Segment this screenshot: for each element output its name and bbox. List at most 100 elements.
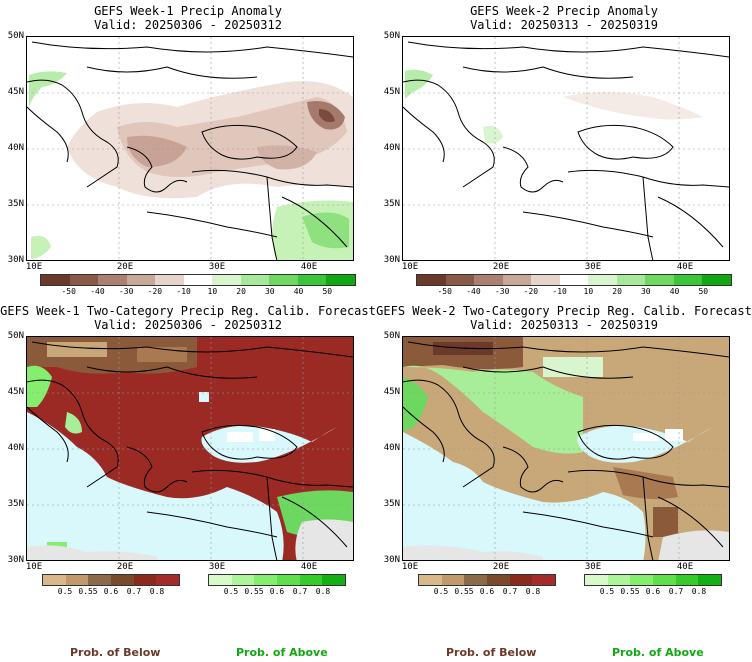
- lon-label: 30E: [208, 262, 226, 272]
- colorbar-swatch: [212, 275, 241, 285]
- colorbar-swatch: [532, 575, 556, 585]
- map-week2-probability: [402, 336, 730, 561]
- colorbar-swatch: [675, 575, 699, 585]
- colorbar-swatch: [156, 575, 180, 585]
- colorbar-tick-label: 0.7: [292, 587, 308, 596]
- colorbar-tick-label: 20: [236, 287, 246, 296]
- map-week2-anomaly: [402, 36, 730, 261]
- anomaly-colorbar: [40, 274, 356, 286]
- lon-label: 30E: [208, 562, 226, 572]
- colorbar-swatch: [98, 275, 127, 285]
- lat-label: 35N: [383, 499, 400, 509]
- panel-subtitle: Valid: 20250313 - 20250319: [470, 318, 658, 332]
- lon-label: 10E: [25, 562, 43, 572]
- panel-title: GEFS Week-2 Precip Anomaly: [470, 4, 658, 18]
- lat-label: 50N: [7, 331, 24, 341]
- colorbar-tick-label: 0.7: [502, 587, 518, 596]
- colorbar-swatch: [653, 575, 676, 585]
- colorbar-swatch: [231, 575, 255, 585]
- lat-label: 30N: [7, 255, 24, 265]
- lat-label: 30N: [383, 255, 400, 265]
- colorbar-tick-label: -40: [90, 287, 105, 296]
- colorbar-swatch: [326, 275, 356, 285]
- prob-above-colorbar: [584, 574, 722, 586]
- colorbar-swatch: [464, 575, 488, 585]
- prob-below-colorbar: [42, 574, 180, 586]
- colorbar-swatch: [630, 575, 654, 585]
- colorbar-tick-label: 0.6: [479, 587, 495, 596]
- map-week1-probability: [26, 336, 354, 561]
- colorbar-tick-label: 20: [612, 287, 622, 296]
- colorbar-swatch: [69, 275, 99, 285]
- lon-label: 10E: [25, 262, 43, 272]
- colorbar-swatch: [502, 275, 532, 285]
- colorbar-tick-label: 30: [640, 287, 651, 296]
- colorbar-swatch: [441, 575, 465, 585]
- anomaly-colorbar: [416, 274, 732, 286]
- lon-label: 10E: [401, 562, 419, 572]
- colorbar-swatch: [645, 275, 674, 285]
- colorbar-swatch: [65, 575, 89, 585]
- colorbar-tick-label: 0.55: [454, 587, 474, 596]
- lon-label: 40E: [300, 262, 318, 272]
- lon-label: 30E: [584, 262, 602, 272]
- prob-above-label: Prob. of Above: [236, 646, 328, 659]
- lat-label: 50N: [7, 31, 24, 41]
- colorbar-tick-label: -50: [437, 287, 452, 296]
- colorbar-tick-label: 0.55: [620, 587, 640, 596]
- lon-label: 30E: [584, 562, 602, 572]
- colorbar-swatch: [240, 275, 270, 285]
- prob-below-label: Prob. of Below: [446, 646, 537, 659]
- colorbar-tick-label: 0.5: [57, 587, 73, 596]
- lat-label: 35N: [7, 499, 24, 509]
- lon-label: 20E: [492, 262, 510, 272]
- lon-label: 20E: [116, 562, 134, 572]
- lat-label: 35N: [7, 199, 24, 209]
- colorbar-tick-label: 40: [669, 287, 680, 296]
- colorbar-swatch: [531, 275, 560, 285]
- colorbar-tick-label: 0.8: [525, 587, 541, 596]
- colorbar-swatch: [299, 575, 323, 585]
- colorbar-tick-label: 50: [322, 287, 333, 296]
- panel-subtitle: Valid: 20250306 - 20250312: [94, 18, 282, 32]
- lat-label: 45N: [383, 387, 400, 397]
- colorbar-swatch: [254, 575, 278, 585]
- colorbar-tick-label: 0.8: [315, 587, 331, 596]
- colorbar-swatch: [41, 275, 70, 285]
- lon-label: 40E: [676, 262, 694, 272]
- colorbar-tick-label: -30: [494, 287, 510, 296]
- lat-label: 45N: [7, 87, 24, 97]
- colorbar-swatch: [155, 275, 184, 285]
- colorbar-tick-label: 0.6: [103, 587, 119, 596]
- colorbar-tick-label: 10: [583, 287, 594, 296]
- lat-label: 40N: [383, 443, 400, 453]
- panel-title: GEFS Week-2 Two-Category Precip Reg. Cal…: [376, 304, 752, 318]
- colorbar-swatch: [111, 575, 134, 585]
- colorbar-swatch: [297, 275, 327, 285]
- colorbar-tick-label: 50: [698, 287, 709, 296]
- lat-label: 50N: [383, 31, 400, 41]
- colorbar-tick-label: -50: [61, 287, 76, 296]
- colorbar-swatch: [277, 575, 300, 585]
- colorbar-swatch: [209, 575, 232, 585]
- colorbar-swatch: [698, 575, 722, 585]
- colorbar-tick-label: 0.7: [668, 587, 684, 596]
- map-week1-anomaly: [26, 36, 354, 261]
- lon-label: 40E: [300, 562, 318, 572]
- colorbar-tick-label: 40: [293, 287, 304, 296]
- colorbar-tick-label: 0.8: [691, 587, 707, 596]
- colorbar-tick-label: 0.8: [149, 587, 165, 596]
- colorbar-swatch: [322, 575, 346, 585]
- colorbar-swatch: [559, 275, 589, 285]
- panel-subtitle: Valid: 20250313 - 20250319: [470, 18, 658, 32]
- colorbar-tick-label: -40: [466, 287, 481, 296]
- colorbar-swatch: [474, 275, 503, 285]
- colorbar-swatch: [588, 275, 617, 285]
- colorbar-tick-label: 10: [207, 287, 218, 296]
- colorbar-swatch: [445, 275, 475, 285]
- panel-title: GEFS Week-1 Precip Anomaly: [94, 4, 282, 18]
- colorbar-tick-label: 30: [264, 287, 275, 296]
- lat-label: 45N: [383, 87, 400, 97]
- lat-label: 50N: [383, 331, 400, 341]
- colorbar-swatch: [673, 275, 703, 285]
